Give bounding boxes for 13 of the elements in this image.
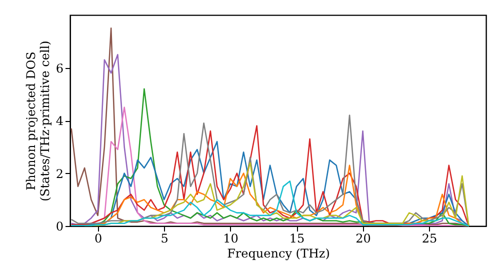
y-tick-label: 6	[56, 61, 64, 76]
y-axis-title: Phonon projected DOS (States/THz·primitive cell)	[24, 40, 52, 202]
x-tick-label: 15	[289, 232, 305, 246]
x-tick-label: 10	[223, 232, 238, 246]
x-tick-label: 5	[160, 232, 168, 246]
x-tick-label: 0	[94, 232, 102, 246]
x-tick-label: 25	[422, 232, 438, 246]
x-tick-label: 20	[356, 232, 371, 246]
y-tick-label: 4	[56, 114, 64, 128]
x-axis-title: Frequency (THz)	[227, 246, 330, 260]
y-tick-label: 2	[56, 166, 64, 181]
y-tick-label: 0	[56, 220, 64, 234]
line-series	[70, 180, 470, 227]
